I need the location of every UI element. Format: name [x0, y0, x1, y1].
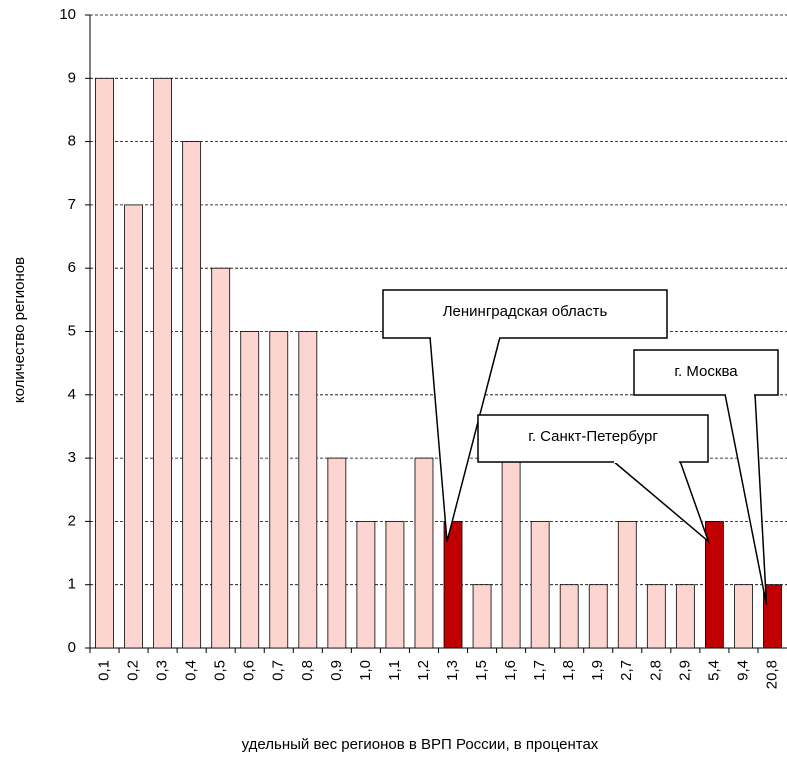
x-tick-label: 1,8 [560, 660, 577, 681]
y-tick-label: 5 [68, 322, 76, 339]
y-tick-label: 2 [68, 512, 76, 529]
bar [211, 267, 231, 649]
x-tick-label: 1,7 [531, 660, 548, 681]
x-tick-label: 1,5 [473, 660, 490, 681]
x-tick-label: 2,9 [676, 660, 693, 681]
bar [559, 584, 579, 649]
bar [414, 457, 434, 649]
bar [646, 584, 666, 649]
bar [182, 141, 202, 649]
bar [530, 521, 550, 649]
x-axis-title: удельный вес регионов в ВРП России, в пр… [242, 736, 599, 753]
x-tick-label: 0,7 [270, 660, 287, 681]
y-tick-label: 0 [68, 639, 76, 656]
bar [588, 584, 608, 649]
x-tick-label: 1,2 [415, 660, 432, 681]
x-tick-label: 1,0 [357, 660, 374, 681]
x-tick-label: 9,4 [734, 660, 751, 681]
x-tick-label: 0,9 [328, 660, 345, 681]
x-tick-label: 2,8 [647, 660, 664, 681]
x-tick-label: 1,9 [589, 660, 606, 681]
bar [443, 521, 463, 649]
x-tick-label: 0,6 [241, 660, 258, 681]
x-tick-label: 1,1 [386, 660, 403, 681]
x-tick-label: 5,4 [705, 660, 722, 681]
x-tick-label: 0,4 [183, 660, 200, 681]
y-axis-title: количество регионов [11, 257, 28, 403]
callout-pointer [724, 393, 768, 605]
y-tick-label: 3 [68, 449, 76, 466]
callout-box [382, 289, 668, 339]
x-tick-label: 1,3 [444, 660, 461, 681]
bar [501, 457, 521, 649]
y-tick-label: 1 [68, 576, 76, 593]
x-tick-label: 0,5 [212, 660, 229, 681]
bar [124, 204, 143, 649]
x-tick-label: 0,8 [299, 660, 316, 681]
bar [153, 77, 173, 649]
x-tick-label: 0,2 [125, 660, 142, 681]
bar [617, 521, 637, 649]
y-tick-label: 10 [59, 6, 76, 23]
bar [240, 331, 260, 649]
bar [734, 584, 753, 649]
y-tick-label: 6 [68, 259, 76, 276]
callout-box [477, 414, 709, 463]
bar [298, 331, 318, 649]
callout-text: г. Москва [674, 363, 738, 380]
y-tick-label: 8 [68, 133, 76, 150]
bar [327, 457, 347, 649]
callout-box [633, 349, 779, 396]
y-tick-label: 7 [68, 196, 76, 213]
bar [269, 331, 289, 649]
bar [356, 521, 376, 649]
bar [704, 521, 724, 649]
bar [472, 584, 492, 649]
callout-text: Ленинградская область [443, 303, 608, 320]
x-tick-label: 0,3 [154, 660, 171, 681]
bar [95, 77, 114, 649]
x-tick-label: 2,7 [618, 660, 635, 681]
bar [675, 584, 695, 649]
y-tick-label: 4 [68, 386, 76, 403]
callout-text: г. Санкт-Петербург [528, 428, 658, 445]
x-tick-label: 1,6 [502, 660, 519, 681]
y-tick-label: 9 [68, 69, 76, 86]
bar [763, 584, 782, 649]
x-tick-label: 20,8 [763, 660, 780, 689]
x-tick-label: 0,1 [95, 660, 112, 681]
bar [385, 521, 405, 649]
